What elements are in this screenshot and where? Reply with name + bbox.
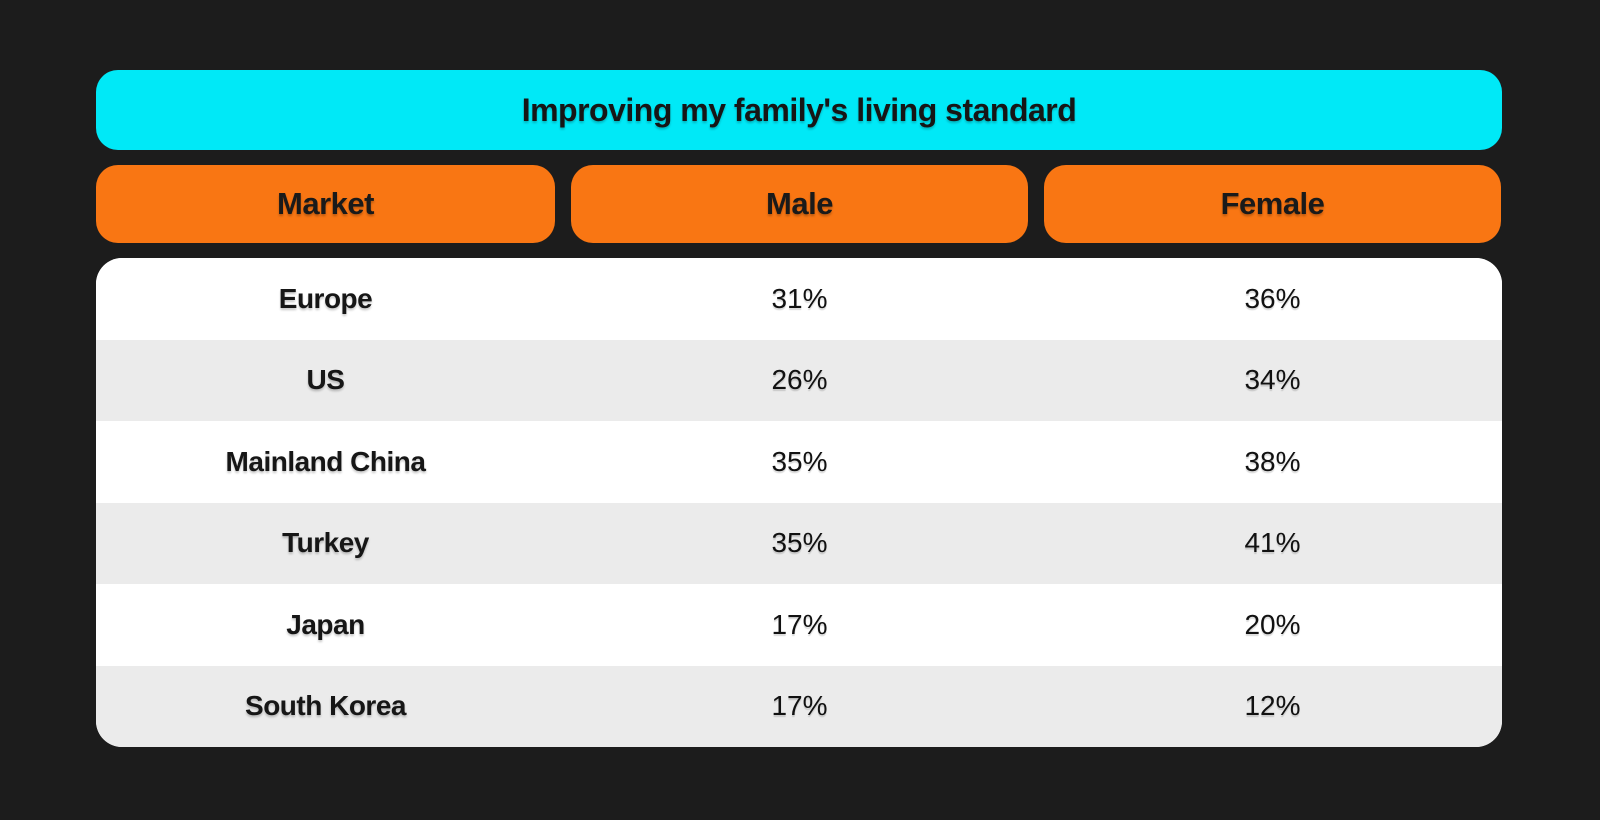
female-value-cell: 34%	[1244, 364, 1301, 396]
data-table-panel: Improving my family's living standard Ma…	[96, 70, 1502, 747]
male-value-cell: 17%	[771, 690, 828, 722]
male-value-cell: 17%	[771, 608, 828, 640]
female-value-cell: 20%	[1244, 608, 1301, 640]
market-cell: Mainland China	[225, 445, 426, 477]
market-cell: South Korea	[245, 690, 406, 722]
column-header-male: Male	[571, 165, 1028, 243]
female-value-cell: 38%	[1244, 445, 1301, 477]
table-row: Turkey 35% 41%	[96, 502, 1502, 584]
table-title: Improving my family's living standard	[521, 91, 1077, 128]
table-body: Europe 31% 36% US 26% 34% Mainland China…	[96, 258, 1502, 747]
female-value-cell: 41%	[1244, 527, 1301, 559]
table-row: Japan 17% 20%	[96, 584, 1502, 666]
market-cell: Europe	[278, 282, 373, 314]
market-cell: Turkey	[282, 527, 369, 559]
female-value-cell: 36%	[1244, 282, 1301, 314]
male-value-cell: 35%	[771, 527, 828, 559]
male-value-cell: 26%	[771, 364, 828, 396]
female-value-cell: 12%	[1244, 690, 1301, 722]
market-cell: Japan	[286, 608, 365, 640]
market-cell: US	[306, 364, 345, 396]
table-row: US 26% 34%	[96, 339, 1502, 421]
table-row: Europe 31% 36%	[96, 258, 1502, 340]
male-value-cell: 35%	[771, 445, 828, 477]
table-header-row: Market Male Female	[96, 165, 1502, 243]
table-row: Mainland China 35% 38%	[96, 421, 1502, 503]
male-value-cell: 31%	[771, 282, 828, 314]
column-header-female: Female	[1044, 165, 1501, 243]
column-header-market: Market	[96, 165, 555, 243]
table-row: South Korea 17% 12%	[96, 665, 1502, 747]
table-title-bar: Improving my family's living standard	[96, 70, 1502, 150]
